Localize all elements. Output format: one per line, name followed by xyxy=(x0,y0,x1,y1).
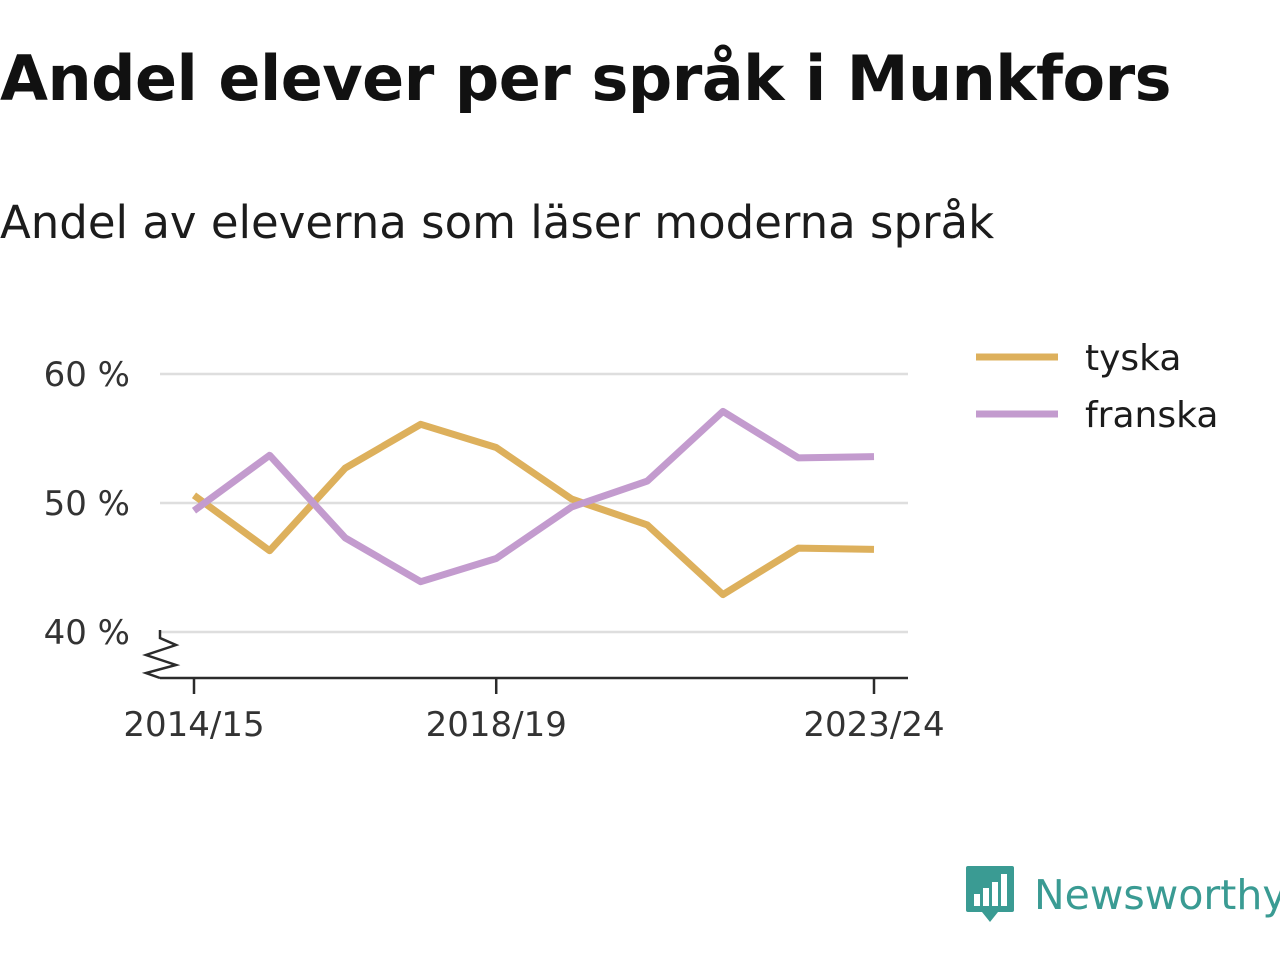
y-tick-label: 50 % xyxy=(44,484,130,524)
x-tick-label: 2014/15 xyxy=(123,705,264,745)
brand-name: Newsworthy xyxy=(1034,871,1280,919)
legend-label-tyska: tyska xyxy=(1085,338,1181,379)
y-axis-break-icon xyxy=(141,630,181,680)
x-ticks: 2014/15 2018/19 2023/24 xyxy=(123,678,945,745)
chart-title: Andel elever per språk i Munkfors xyxy=(0,42,1172,115)
x-tick-label: 2018/19 xyxy=(426,705,567,745)
series-lines xyxy=(191,407,875,599)
legend: tyska franska xyxy=(976,338,1218,436)
series-line-tyska xyxy=(191,420,875,599)
chart-subtitle: Andel av eleverna som läser moderna språ… xyxy=(0,196,995,249)
legend-label-franska: franska xyxy=(1085,395,1218,436)
y-tick-label: 40 % xyxy=(44,613,130,653)
brand-logo: Newsworthy xyxy=(964,864,1280,926)
series-line-franska xyxy=(191,407,875,586)
axes xyxy=(141,630,908,680)
x-tick-label: 2023/24 xyxy=(803,705,944,745)
bar-chart-speech-bubble-icon xyxy=(966,866,1014,922)
y-tick-label: 60 % xyxy=(44,355,130,395)
gridlines xyxy=(160,372,908,634)
y-tick-labels: 40 % 50 % 60 % xyxy=(44,355,130,653)
